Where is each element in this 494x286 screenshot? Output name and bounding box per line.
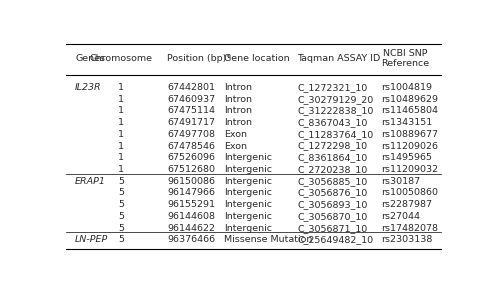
Text: Intergenic: Intergenic [224, 177, 273, 186]
Text: Gene location: Gene location [224, 54, 290, 63]
Text: 1: 1 [118, 95, 124, 104]
Text: 96144622: 96144622 [167, 224, 215, 233]
Text: Taqman ASSAY ID: Taqman ASSAY ID [297, 54, 380, 63]
Text: Exon: Exon [224, 130, 247, 139]
Text: Intergenic: Intergenic [224, 188, 273, 198]
Text: C_3056876_10: C_3056876_10 [297, 188, 368, 198]
Text: C_3056871_10: C_3056871_10 [297, 224, 368, 233]
Text: rs11465804: rs11465804 [381, 106, 439, 116]
Text: C_8361864_10: C_8361864_10 [297, 153, 368, 162]
Text: 1: 1 [118, 142, 124, 151]
Text: 5: 5 [118, 212, 124, 221]
Text: 5: 5 [118, 224, 124, 233]
Text: C_8367043_10: C_8367043_10 [297, 118, 368, 127]
Text: rs11209026: rs11209026 [381, 142, 439, 151]
Text: 67460937: 67460937 [167, 95, 215, 104]
Text: 96155291: 96155291 [167, 200, 215, 209]
Text: 5: 5 [118, 188, 124, 198]
Text: Intergenic: Intergenic [224, 212, 273, 221]
Text: C_31222838_10: C_31222838_10 [297, 106, 373, 116]
Text: Intergenic: Intergenic [224, 224, 273, 233]
Text: 67491717: 67491717 [167, 118, 215, 127]
Text: Intron: Intron [224, 106, 252, 116]
Text: Intron: Intron [224, 83, 252, 92]
Text: 96150086: 96150086 [167, 177, 215, 186]
Text: rs1004819: rs1004819 [381, 83, 432, 92]
Text: C_11283764_10: C_11283764_10 [297, 130, 373, 139]
Text: 67526096: 67526096 [167, 153, 215, 162]
Text: rs2287987: rs2287987 [381, 200, 432, 209]
Text: rs10889677: rs10889677 [381, 130, 439, 139]
Text: rs1495965: rs1495965 [381, 153, 432, 162]
Text: LN-PEP: LN-PEP [75, 235, 108, 244]
Text: 67478546: 67478546 [167, 142, 215, 151]
Text: Exon: Exon [224, 142, 247, 151]
Text: Missense Mutation: Missense Mutation [224, 235, 313, 244]
Text: C_3056870_10: C_3056870_10 [297, 212, 368, 221]
Text: C_30279129_20: C_30279129_20 [297, 95, 373, 104]
Text: rs1343151: rs1343151 [381, 118, 433, 127]
Text: Position (bp)*: Position (bp)* [167, 54, 231, 63]
Text: C_1272321_10: C_1272321_10 [297, 83, 368, 92]
Text: C_1272298_10: C_1272298_10 [297, 142, 368, 151]
Text: C_25649482_10: C_25649482_10 [297, 235, 373, 244]
Text: rs17482078: rs17482078 [381, 224, 439, 233]
Text: 96147966: 96147966 [167, 188, 215, 198]
Text: 96376466: 96376466 [167, 235, 215, 244]
Text: Intergenic: Intergenic [224, 165, 273, 174]
Text: rs27044: rs27044 [381, 212, 420, 221]
Text: 67497708: 67497708 [167, 130, 215, 139]
Text: 1: 1 [118, 153, 124, 162]
Text: 67475114: 67475114 [167, 106, 215, 116]
Text: 67442801: 67442801 [167, 83, 215, 92]
Text: 5: 5 [118, 235, 124, 244]
Text: 5: 5 [118, 177, 124, 186]
Text: C_3056893_10: C_3056893_10 [297, 200, 368, 209]
Text: C_2720238_10: C_2720238_10 [297, 165, 368, 174]
Text: Intergenic: Intergenic [224, 153, 273, 162]
Text: Intergenic: Intergenic [224, 200, 273, 209]
Text: rs2303138: rs2303138 [381, 235, 433, 244]
Text: 1: 1 [118, 165, 124, 174]
Text: 1: 1 [118, 130, 124, 139]
Text: 96144608: 96144608 [167, 212, 215, 221]
Text: Intron: Intron [224, 95, 252, 104]
Text: 5: 5 [118, 200, 124, 209]
Text: 1: 1 [118, 118, 124, 127]
Text: rs10050860: rs10050860 [381, 188, 439, 198]
Text: 1: 1 [118, 106, 124, 116]
Text: rs30187: rs30187 [381, 177, 420, 186]
Text: 1: 1 [118, 83, 124, 92]
Text: ERAP1: ERAP1 [75, 177, 106, 186]
Text: Genes: Genes [75, 54, 105, 63]
Text: C_3056885_10: C_3056885_10 [297, 177, 368, 186]
Text: rs11209032: rs11209032 [381, 165, 439, 174]
Text: NCBI SNP
Reference: NCBI SNP Reference [381, 49, 430, 68]
Text: Chromosome: Chromosome [89, 54, 153, 63]
Text: 67512680: 67512680 [167, 165, 215, 174]
Text: IL23R: IL23R [75, 83, 102, 92]
Text: rs10489629: rs10489629 [381, 95, 439, 104]
Text: Intron: Intron [224, 118, 252, 127]
